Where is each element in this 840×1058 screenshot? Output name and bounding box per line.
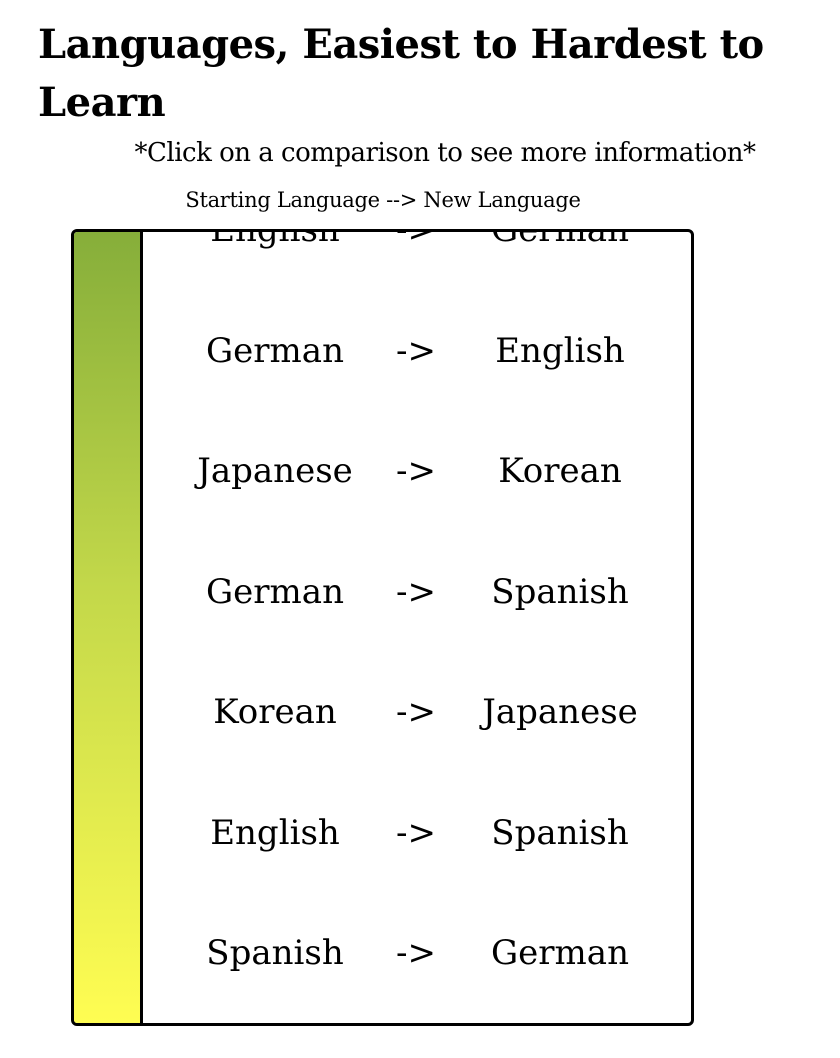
comparison-list-box: English -> German German -> English Japanese ->… bbox=[71, 229, 694, 1026]
arrow: -> bbox=[396, 933, 436, 974]
arrow: -> bbox=[396, 812, 436, 853]
to-language: Spanish bbox=[491, 571, 629, 612]
comparison-row[interactable]: German -> Spanish bbox=[143, 532, 691, 653]
difficulty-gradient bbox=[74, 232, 143, 1023]
column-hint: Starting Language --> New Language bbox=[185, 188, 581, 212]
to-language: English bbox=[495, 330, 625, 371]
arrow: -> bbox=[396, 451, 436, 492]
from-language: English bbox=[210, 232, 340, 250]
comparison-row[interactable]: Spanish -> German bbox=[143, 893, 691, 1014]
arrow: -> bbox=[396, 330, 436, 371]
comparison-row[interactable]: Korean -> Japanese bbox=[143, 652, 691, 773]
from-language: Korean bbox=[213, 692, 337, 733]
arrow: -> bbox=[396, 232, 436, 250]
arrow: -> bbox=[396, 692, 436, 733]
comparison-row[interactable]: Japanese -> Korean bbox=[143, 411, 691, 532]
comparison-row[interactable]: German -> English bbox=[143, 291, 691, 412]
from-language: Japanese bbox=[197, 451, 353, 492]
subtitle: *Click on a comparison to see more infor… bbox=[134, 138, 756, 168]
page-title: Languages, Easiest to Hardest to Learn bbox=[38, 21, 764, 126]
from-language: Spanish bbox=[206, 933, 344, 974]
to-language: German bbox=[491, 232, 629, 250]
from-language: German bbox=[206, 571, 344, 612]
to-language: Japanese bbox=[482, 692, 638, 733]
to-language: Spanish bbox=[491, 812, 629, 853]
arrow: -> bbox=[396, 571, 436, 612]
comparison-row[interactable]: English -> Spanish bbox=[143, 773, 691, 894]
to-language: German bbox=[491, 933, 629, 974]
comparison-row[interactable]: English -> German bbox=[143, 232, 691, 291]
from-language: German bbox=[206, 330, 344, 371]
from-language: English bbox=[210, 812, 340, 853]
comparison-list: English -> German German -> English Japanese ->… bbox=[143, 232, 691, 1023]
to-language: Korean bbox=[498, 451, 622, 492]
